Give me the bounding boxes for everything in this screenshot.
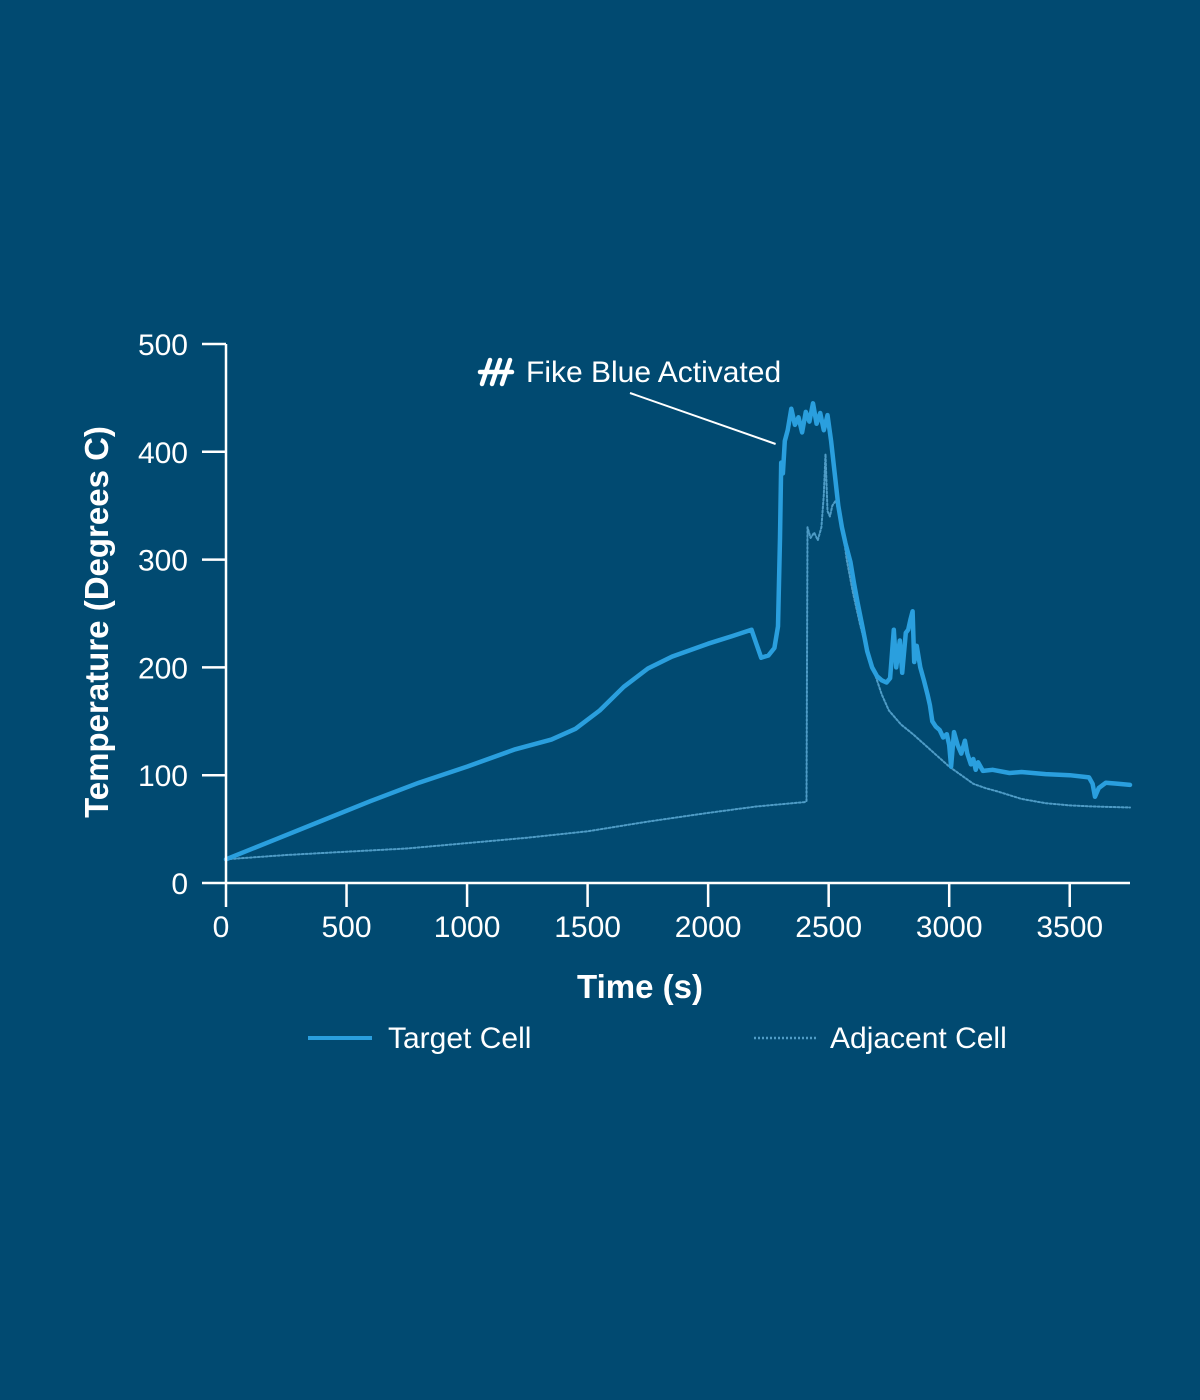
series-layer [223, 401, 1133, 862]
series-line-target-cell [223, 401, 1133, 862]
x-tick-label: 3500 [1036, 911, 1103, 944]
fike-logo-icon [477, 357, 515, 387]
x-tick-label: 2500 [795, 911, 862, 944]
y-tick-label: 0 [171, 868, 188, 901]
y-tick-label: 300 [138, 545, 188, 578]
y-tick-label: 200 [138, 652, 188, 685]
legend-label-adjacent-cell: Adjacent Cell [830, 1022, 1007, 1055]
y-axis-title: Temperature (Degrees C) [78, 426, 115, 818]
x-tick-label: 2000 [675, 911, 742, 944]
x-tick-label: 0 [213, 911, 230, 944]
ticks-layer: 0 100 200 300 400 500 0 500 1000 1500 2000 2500 3000… [138, 329, 1103, 944]
x-tick-label: 3000 [916, 911, 983, 944]
annotation-leader-line [629, 392, 776, 445]
x-axis-title: Time (s) [577, 968, 703, 1005]
axes-layer [224, 344, 1130, 885]
x-tick-label: 500 [322, 911, 372, 944]
legend: Target Cell Adjacent Cell [308, 1022, 1007, 1055]
y-tick-label: 100 [138, 760, 188, 793]
y-tick-label: 500 [138, 329, 188, 362]
x-tick-label: 1000 [434, 911, 501, 944]
annotation: Fike Blue Activated [477, 356, 781, 445]
annotation-text: Fike Blue Activated [526, 356, 781, 389]
x-tick-label: 1500 [554, 911, 621, 944]
y-tick-label: 400 [138, 437, 188, 470]
legend-label-target-cell: Target Cell [388, 1022, 531, 1055]
